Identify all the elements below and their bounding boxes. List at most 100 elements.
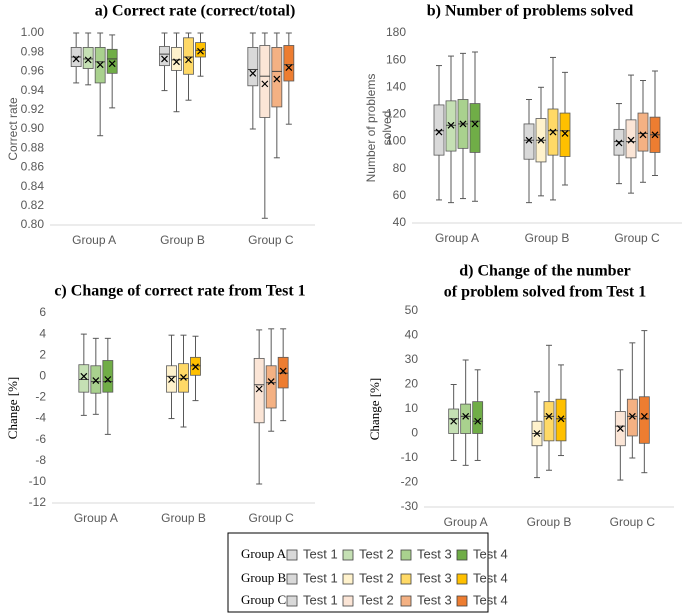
mean-marker	[173, 58, 180, 66]
box	[523, 123, 535, 160]
box-plot	[626, 342, 638, 459]
box-plot	[649, 70, 661, 176]
mean-marker	[92, 377, 100, 384]
y-tick-label: 2	[39, 347, 46, 361]
y-tick-label: 60	[393, 188, 407, 202]
y-tick-label: -10	[29, 474, 47, 488]
box	[183, 37, 194, 75]
box	[559, 112, 571, 157]
y-tick-label: -30	[401, 499, 419, 513]
mean-marker	[185, 56, 192, 64]
box	[159, 46, 170, 67]
y-axis-label: Change [%]	[5, 377, 20, 439]
box	[102, 360, 114, 393]
legend-label: Test 3	[417, 570, 452, 585]
box-plot	[102, 337, 114, 435]
x-tick-label: Group B	[525, 231, 570, 245]
x-tick-label: Group C	[248, 233, 294, 247]
mean-marker	[197, 47, 204, 55]
mean-marker	[180, 373, 187, 381]
y-tick-label: 30	[405, 352, 419, 366]
y-tick-label: 80	[393, 161, 407, 175]
x-tick-label: Group B	[527, 515, 572, 529]
box	[460, 403, 472, 434]
legend-label: Test 2	[359, 546, 394, 561]
y-tick-label: 120	[386, 107, 406, 121]
y-tick-label: 0	[411, 426, 418, 440]
legend-label: Test 1	[303, 570, 338, 585]
box-plot	[90, 337, 102, 415]
mean-marker	[108, 60, 116, 68]
box	[283, 45, 295, 82]
box-plot	[547, 56, 559, 201]
mean-marker	[525, 136, 533, 144]
mean-marker	[462, 412, 470, 420]
mean-marker	[168, 376, 175, 383]
mean-marker	[285, 64, 293, 71]
box	[78, 364, 90, 393]
box-plot	[283, 32, 295, 125]
mean-marker	[261, 80, 269, 88]
y-axis-label: Correct rate	[6, 97, 20, 161]
mean-marker	[80, 372, 88, 380]
box-plot	[178, 334, 189, 428]
legend-swatch	[456, 573, 468, 585]
y-tick-label: 0.86	[21, 160, 45, 174]
chart-title: b) Number of problems solved	[427, 3, 634, 20]
box	[469, 103, 481, 153]
y-tick-label: 4	[39, 326, 46, 340]
box	[543, 401, 555, 442]
box-plot	[472, 369, 484, 461]
y-tick-label: -6	[35, 432, 46, 446]
box-plot	[523, 99, 535, 204]
legend-group: Group B	[241, 570, 286, 585]
legend-label: Test 1	[303, 592, 338, 607]
box-plot	[613, 103, 625, 185]
box-plot	[271, 32, 283, 159]
mean-marker	[255, 385, 263, 393]
y-tick-label: -10	[401, 450, 419, 464]
mean-marker	[84, 56, 92, 64]
mean-marker	[537, 136, 545, 144]
legend-swatch	[400, 595, 412, 607]
box-plot	[448, 384, 460, 461]
box	[555, 398, 567, 442]
mean-marker	[557, 415, 565, 423]
mean-marker	[161, 55, 168, 63]
y-tick-label: 0.92	[21, 102, 45, 116]
box-plot	[531, 391, 543, 479]
y-tick-label: 0.96	[21, 64, 45, 78]
mean-marker	[533, 430, 541, 437]
box-plot	[70, 32, 82, 84]
y-tick-label: 1.00	[21, 25, 45, 39]
y-tick-label: 50	[405, 303, 419, 317]
y-tick-label: 0.88	[21, 140, 45, 154]
mean-marker	[435, 128, 443, 136]
legend-group: Group A	[241, 546, 287, 561]
mean-marker	[104, 376, 112, 383]
box-plot	[559, 71, 571, 186]
legend-label: Test 3	[417, 546, 452, 561]
y-tick-label: 6	[39, 305, 46, 319]
x-tick-label: Group C	[614, 231, 660, 245]
y-tick-label: -8	[35, 453, 46, 467]
legend-label: Test 1	[303, 546, 338, 561]
y-tick-label: 0.82	[21, 198, 45, 212]
y-tick-label: 0.90	[21, 121, 45, 135]
box-plot	[166, 334, 177, 420]
box-plot	[460, 359, 472, 466]
mean-marker	[267, 378, 275, 386]
mean-marker	[474, 417, 482, 425]
legend-swatch	[342, 595, 354, 607]
box	[433, 104, 445, 156]
x-tick-label: Group B	[160, 233, 205, 247]
y-tick-label: 160	[386, 52, 406, 66]
box	[625, 119, 637, 159]
x-tick-label: Group A	[444, 515, 488, 529]
legend-swatch	[286, 595, 298, 607]
mean-marker	[616, 425, 624, 433]
box	[472, 401, 484, 434]
mean-marker	[651, 131, 659, 139]
box-plot	[445, 55, 457, 204]
legend-label: Test 4	[473, 546, 508, 561]
